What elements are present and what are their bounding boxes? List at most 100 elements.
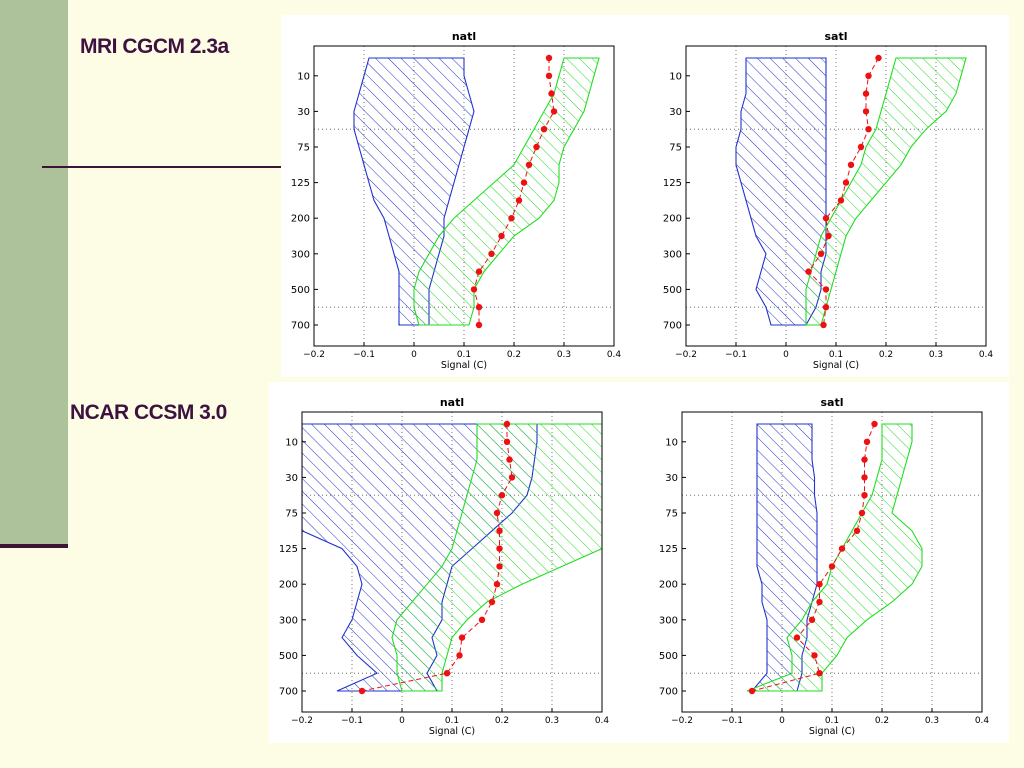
signal-point xyxy=(861,456,868,463)
signal-point xyxy=(861,492,868,499)
x-tick-label: 0 xyxy=(779,716,785,726)
y-tick-label: 75 xyxy=(297,143,310,154)
divider-line xyxy=(42,166,282,168)
signal-point xyxy=(443,670,451,677)
y-tick-label: 10 xyxy=(285,437,298,448)
y-tick-label: 700 xyxy=(291,321,310,332)
y-tick-label: 200 xyxy=(663,214,682,225)
x-tick-label: 0.4 xyxy=(595,716,610,726)
signal-point xyxy=(863,438,871,445)
signal-point xyxy=(508,474,516,481)
signal-point xyxy=(503,420,511,428)
model-label-mri: MRI CGCM 2.3a xyxy=(80,35,229,58)
signal-point xyxy=(842,179,850,186)
x-tick-label: 0.3 xyxy=(925,716,939,726)
y-tick-label: 30 xyxy=(285,473,298,484)
signal-point xyxy=(496,527,503,534)
sidebar-strip-end xyxy=(0,544,68,548)
y-tick-label: 10 xyxy=(297,71,310,82)
signal-point xyxy=(548,90,555,97)
x-tick-label: 0.1 xyxy=(457,350,471,360)
y-tick-label: 200 xyxy=(659,580,678,591)
y-tick-label: 300 xyxy=(279,615,298,626)
x-tick-label: −0.2 xyxy=(675,350,697,360)
chart-satl-mri: −0.2 −0.1 0 0.1 0.2 0.3 0.4 10 30 75 125 200 300 500 7… xyxy=(663,30,994,371)
x-tick-label: 0.3 xyxy=(545,716,559,726)
x-tick-label: 0.2 xyxy=(875,716,889,726)
signal-point xyxy=(515,197,523,204)
signal-point xyxy=(838,545,846,552)
signal-point xyxy=(475,304,483,311)
signal-point xyxy=(805,268,812,275)
x-tick-label: 0 xyxy=(783,350,789,360)
signal-point xyxy=(493,509,501,517)
x-tick-label: 0.4 xyxy=(607,350,622,360)
y-tick-label: 300 xyxy=(659,615,678,626)
signal-point xyxy=(545,72,553,79)
signal-point xyxy=(496,545,503,552)
signal-point xyxy=(862,90,870,97)
x-tick-label: 0.4 xyxy=(975,716,990,726)
y-tick-label: 300 xyxy=(663,249,682,260)
sidebar-strip xyxy=(0,0,68,546)
y-tick-label: 75 xyxy=(665,509,678,520)
grid xyxy=(682,412,982,712)
y-tick-label: 10 xyxy=(669,71,682,82)
model-label-ncar: NCAR CCSM 3.0 xyxy=(70,401,227,424)
signal-point xyxy=(498,232,505,240)
x-axis-label: Signal (C) xyxy=(809,726,855,737)
x-tick-label: −0.2 xyxy=(303,350,325,360)
signal-point xyxy=(825,232,832,240)
x-tick-label: 0.1 xyxy=(445,716,459,726)
signal-point xyxy=(525,161,533,168)
x-tick-label: 0.2 xyxy=(507,350,521,360)
signal-line xyxy=(361,424,513,692)
x-tick-label: −0.1 xyxy=(353,350,375,360)
signal-point xyxy=(861,474,868,481)
signal-point xyxy=(822,215,830,222)
signal-point xyxy=(488,598,496,606)
chart-title: satl xyxy=(825,30,848,43)
figure-panel-mri: −0.2 −0.1 0 0.1 0.2 0.3 0.4 10 30 75 125 200 300 500 7… xyxy=(281,15,1009,377)
signal-point xyxy=(817,250,825,257)
signal-point xyxy=(748,687,756,695)
signal-line xyxy=(473,58,555,325)
signal-point xyxy=(493,581,501,588)
signal-point xyxy=(857,143,865,151)
y-tick-label: 75 xyxy=(669,143,682,154)
signal-point xyxy=(470,286,478,293)
signal-point xyxy=(816,670,823,677)
x-tick-label: −0.1 xyxy=(341,716,363,726)
x-axis-label: Signal (C) xyxy=(441,360,487,371)
y-tick-label: 125 xyxy=(659,544,678,555)
x-tick-label: −0.1 xyxy=(721,716,743,726)
y-tick-label: 125 xyxy=(279,544,298,555)
y-tick-label: 10 xyxy=(665,437,678,448)
signal-point xyxy=(865,72,872,79)
y-tick-label: 125 xyxy=(291,178,310,189)
signal-point xyxy=(506,456,513,463)
chart-natl-ncar: −0.2 −0.1 0 0.1 0.2 0.3 0.4 10 30 75 125 200 300 500 7… xyxy=(279,396,610,737)
signal-point xyxy=(808,616,816,623)
signal-point xyxy=(496,563,503,570)
y-tick-label: 30 xyxy=(669,107,682,118)
signal-point xyxy=(822,286,830,293)
chart-natl-mri: −0.2 −0.1 0 0.1 0.2 0.3 0.4 10 30 75 125 200 300 500 7… xyxy=(291,30,622,371)
x-tick-label: 0 xyxy=(411,350,417,360)
y-tick-label: 200 xyxy=(291,214,310,225)
signal-point xyxy=(358,687,366,695)
signal-point xyxy=(847,161,855,168)
signal-point xyxy=(828,563,836,570)
band-green xyxy=(805,57,967,326)
chart-title: satl xyxy=(821,396,844,409)
band-green xyxy=(746,423,923,692)
y-tick-label: 30 xyxy=(665,473,678,484)
band-green xyxy=(413,57,600,326)
signal-point xyxy=(550,108,558,115)
signal-point xyxy=(478,616,486,623)
signal-point xyxy=(475,321,483,329)
signal-point xyxy=(820,321,827,329)
signal-point xyxy=(540,126,548,133)
y-tick-label: 500 xyxy=(659,651,678,662)
x-tick-label: −0.2 xyxy=(291,716,313,726)
